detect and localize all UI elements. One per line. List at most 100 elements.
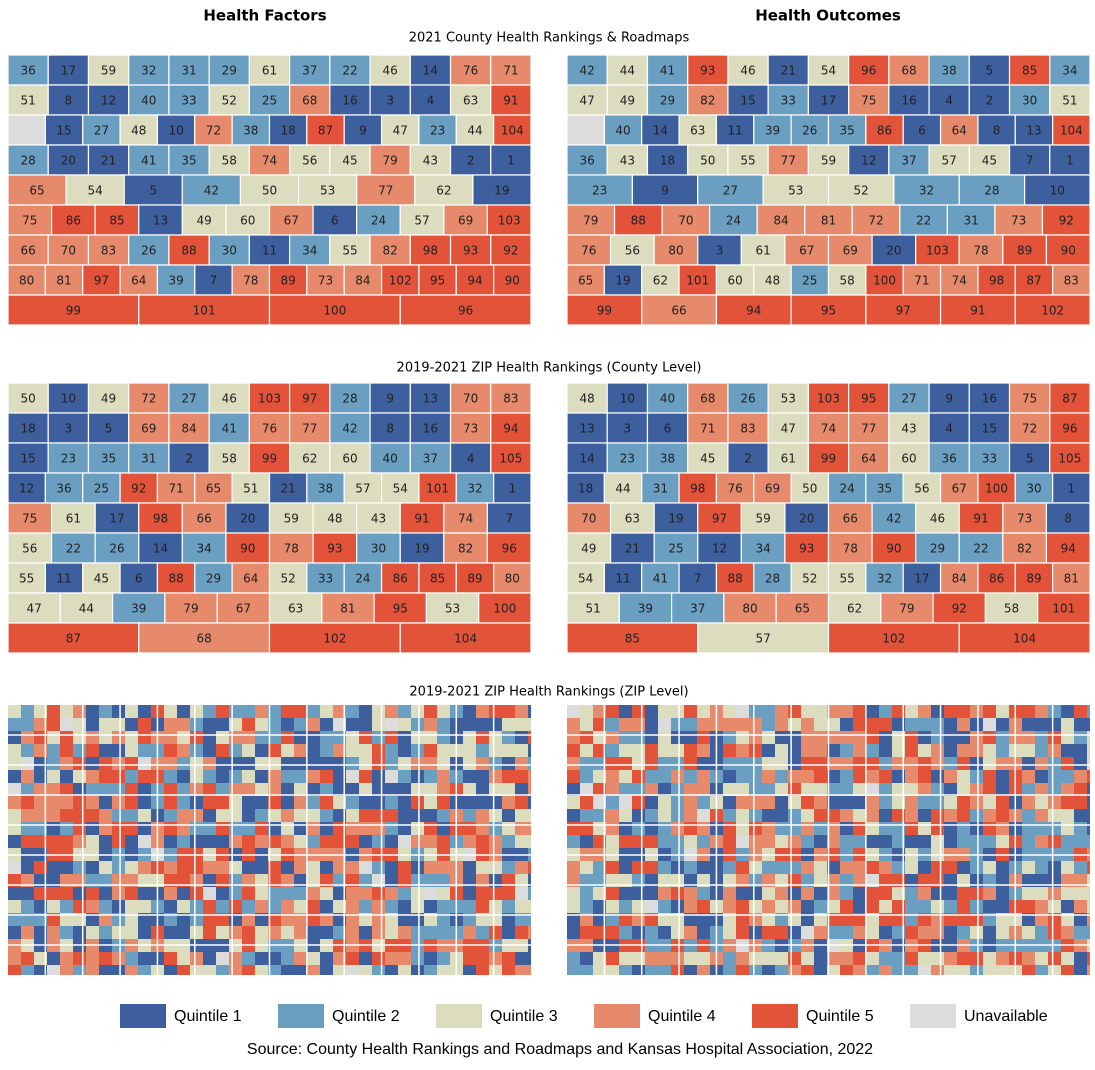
zip-area (242, 783, 255, 796)
zip-area (567, 913, 580, 926)
county-rank: 48 (131, 124, 146, 138)
zip-area (1022, 874, 1035, 887)
zip-area (177, 861, 190, 874)
zip-area (840, 965, 853, 975)
zip-area (918, 705, 931, 718)
zip-area (190, 874, 203, 887)
county (7, 622, 140, 654)
county-rank: 46 (222, 392, 237, 406)
zip-area (905, 822, 918, 835)
zip-area (671, 822, 684, 835)
zip-area (73, 757, 86, 770)
zip-area (190, 926, 203, 939)
zip-area (996, 757, 1009, 770)
county (486, 532, 532, 564)
county (670, 592, 725, 624)
zip-area (632, 900, 645, 913)
county (478, 592, 532, 624)
zip-area (593, 783, 606, 796)
zip-area (411, 718, 424, 731)
zip-area (385, 757, 398, 770)
zip-area (931, 809, 944, 822)
zip-area (346, 705, 359, 718)
zip-area (190, 744, 203, 757)
zip-area (1061, 705, 1074, 718)
county-rank: 96 (861, 64, 876, 78)
zip-area (632, 926, 645, 939)
zip-area (1035, 874, 1048, 887)
zip-area (593, 718, 606, 731)
zip-area (294, 900, 307, 913)
county-rank: 82 (1017, 542, 1032, 556)
county-rank: 103 (817, 392, 840, 406)
zip-area (216, 718, 229, 731)
zip-area (307, 965, 320, 975)
zip-area (73, 809, 86, 822)
zip-area (1087, 835, 1090, 848)
zip-area (333, 809, 346, 822)
county-rank: 55 (342, 244, 357, 258)
zip-area (879, 926, 892, 939)
county-rank: 88 (727, 572, 742, 586)
county-rank: 96 (458, 304, 473, 318)
zip-area (723, 757, 736, 770)
zip-area (47, 770, 60, 783)
county (939, 294, 1016, 326)
zip-area (86, 705, 99, 718)
zip-area (138, 744, 151, 757)
zip-area (788, 900, 801, 913)
county (609, 502, 655, 534)
zip-area (580, 705, 593, 718)
zip-area (112, 757, 125, 770)
zip-area (892, 796, 905, 809)
zip-area (827, 874, 840, 887)
county (268, 622, 401, 654)
zip-area (229, 965, 242, 975)
county (1045, 502, 1091, 534)
zip-area (1061, 861, 1074, 874)
zip-area (34, 965, 47, 975)
county (715, 472, 755, 504)
county-rank: 32 (877, 572, 892, 586)
zip-area (593, 952, 606, 965)
county (47, 234, 90, 266)
zip-area (21, 887, 34, 900)
county-rank: 59 (101, 64, 116, 78)
zip-area (853, 718, 866, 731)
zip-area (346, 744, 359, 757)
zip-area (671, 705, 684, 718)
zip-area (736, 952, 749, 965)
zip-area (398, 887, 411, 900)
zip-area (853, 744, 866, 757)
zip-area (593, 809, 606, 822)
zip-area (606, 913, 619, 926)
zip-area (515, 822, 528, 835)
zip-area (268, 809, 281, 822)
county (181, 502, 227, 534)
county (418, 264, 457, 296)
county-rank: 22 (916, 214, 931, 228)
zip-area (268, 874, 281, 887)
county-rank: 33 (181, 94, 196, 108)
county-rank: 2 (467, 154, 475, 168)
county-rank: 5 (149, 184, 157, 198)
zip-area (1061, 965, 1074, 975)
county (646, 84, 689, 116)
zip-area (1022, 809, 1035, 822)
county-rank: 17 (109, 512, 124, 526)
zip-area (619, 952, 632, 965)
zip-area (99, 952, 112, 965)
county-rank: 92 (1059, 214, 1074, 228)
county (7, 412, 49, 444)
county (329, 234, 371, 266)
zip-area (671, 757, 684, 770)
zip-area (606, 874, 619, 887)
zip-area (320, 731, 333, 744)
county-rank: 31 (181, 64, 196, 78)
zip-area (658, 731, 671, 744)
zip-area (359, 744, 372, 757)
zip-area (385, 952, 398, 965)
zip-area (619, 744, 632, 757)
zip-area (463, 705, 476, 718)
zip-area (385, 835, 398, 848)
